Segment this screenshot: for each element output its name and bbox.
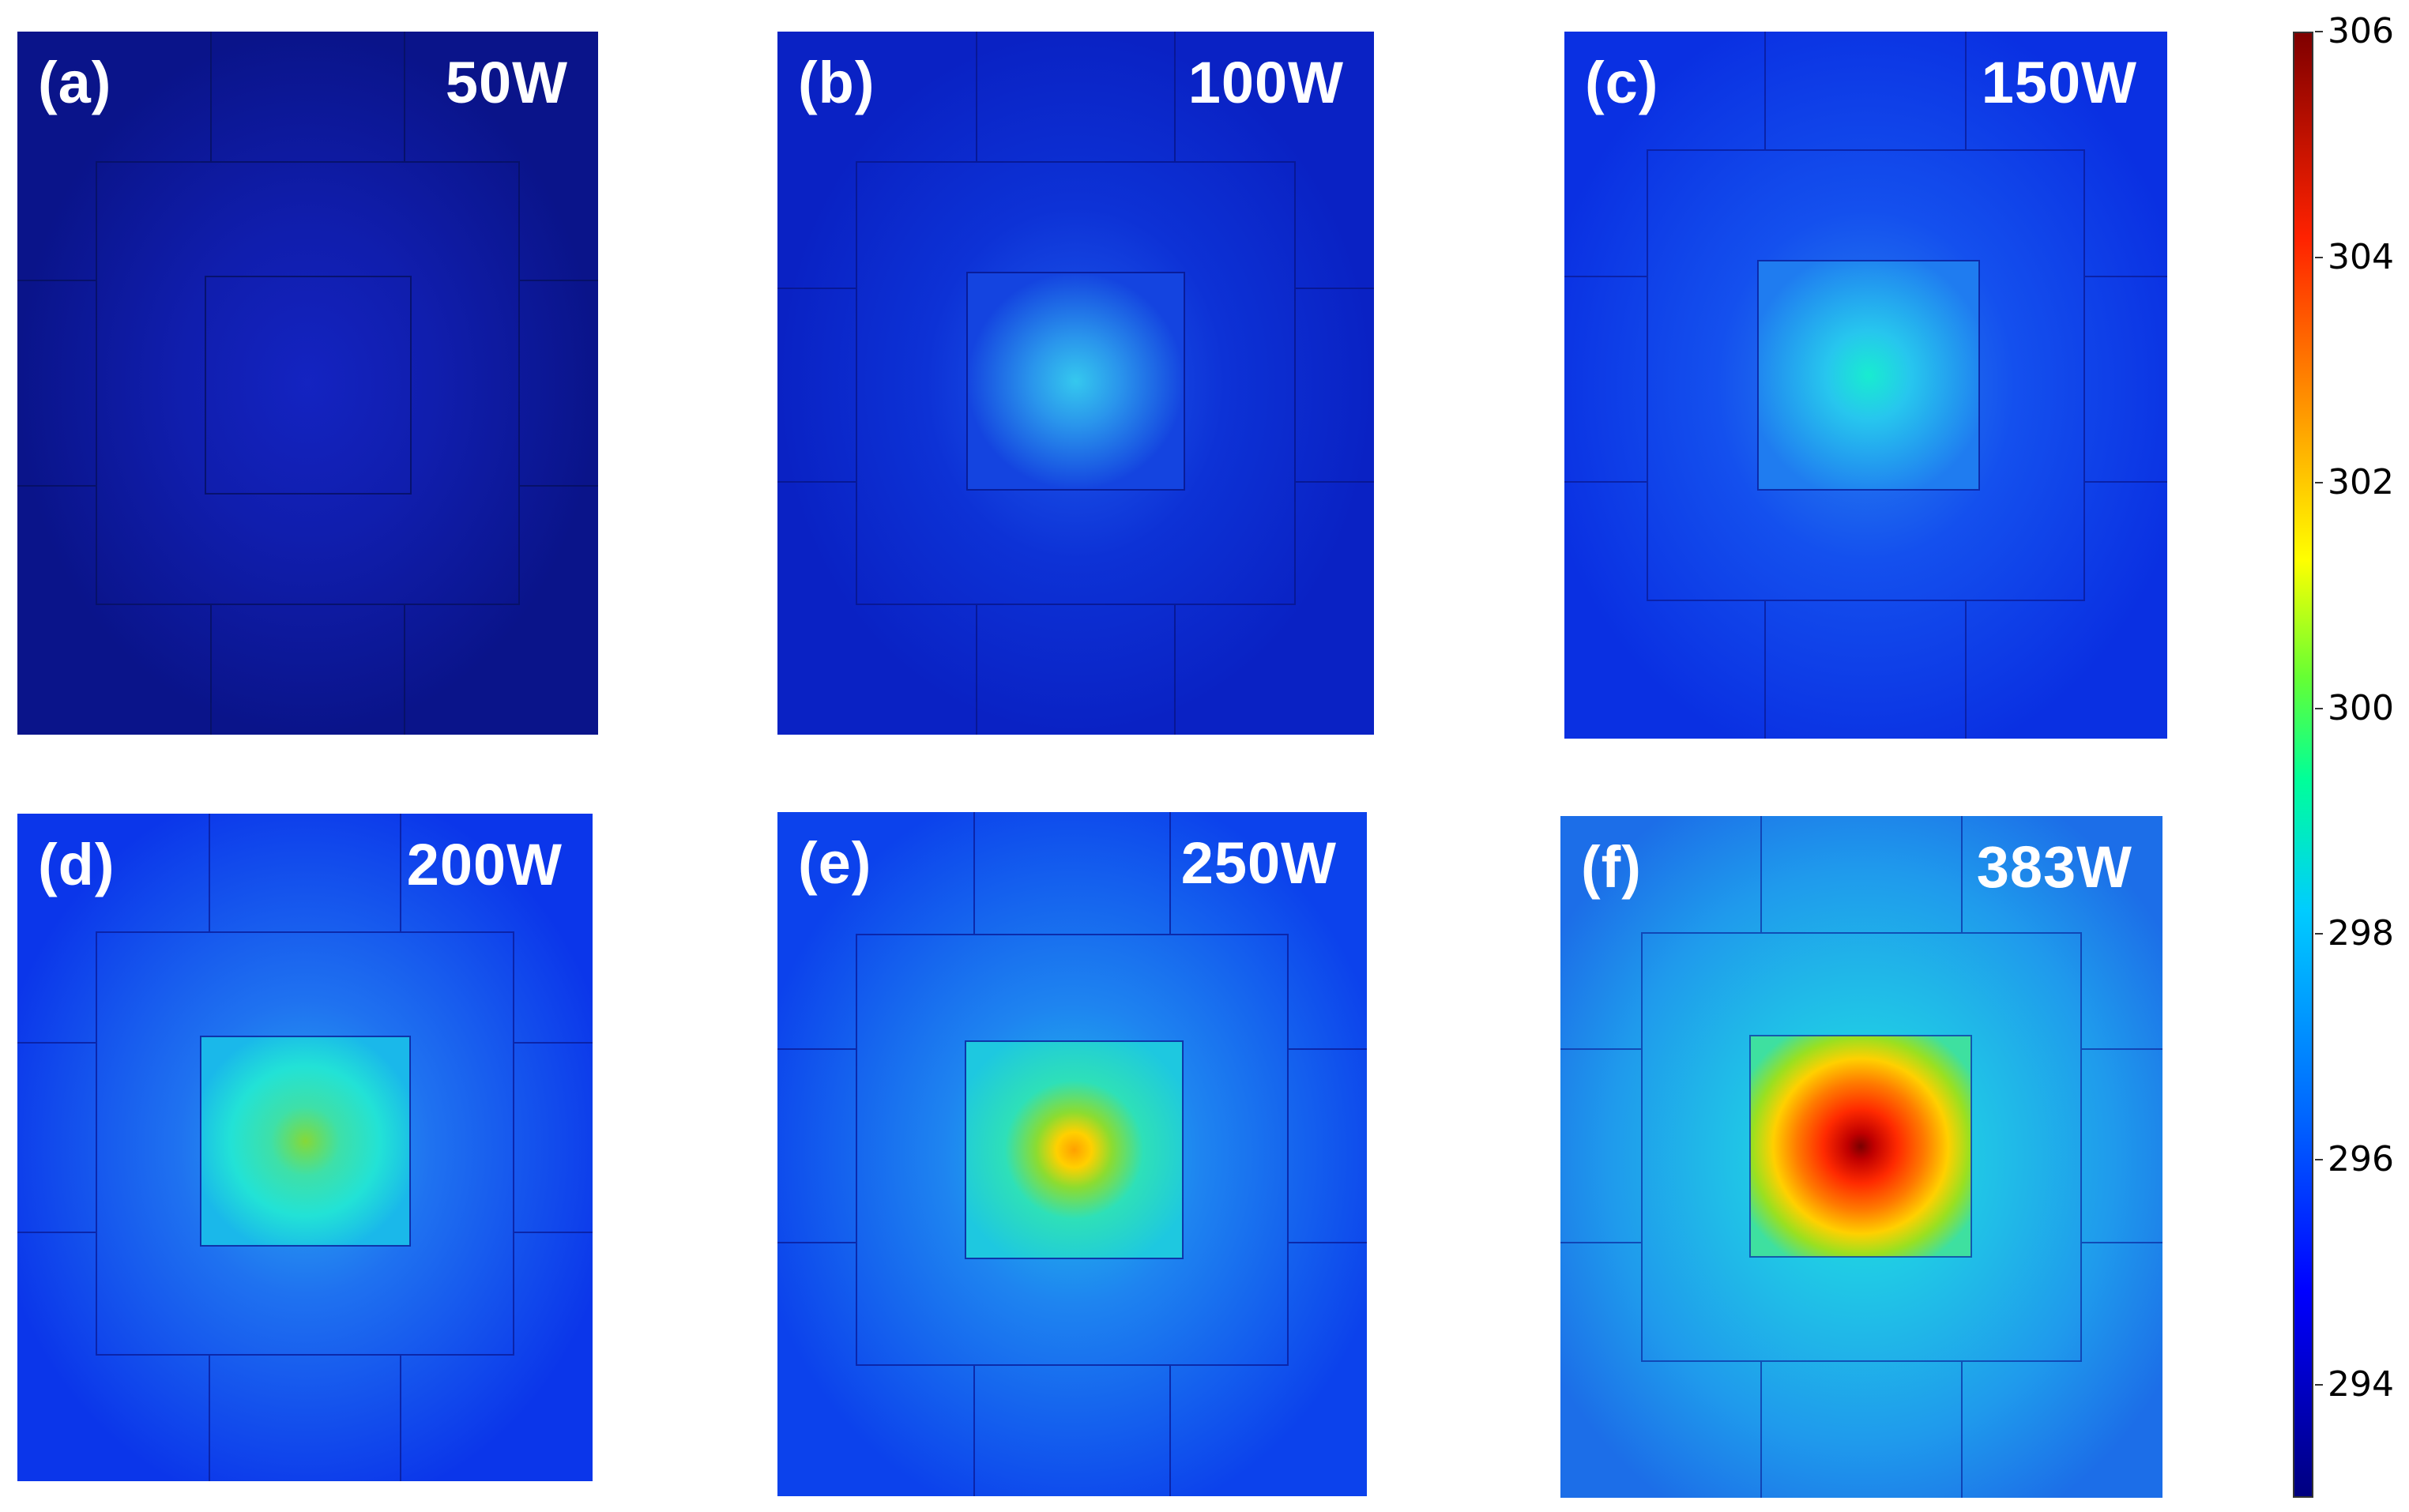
temperature-field-f: [1560, 816, 2162, 1498]
power-label: 150W: [1981, 50, 2137, 115]
colorbar-tick-mark: [2315, 1158, 2323, 1160]
colorbar-tick-label: 306: [2328, 11, 2394, 51]
temperature-colorbar: [2293, 32, 2313, 1498]
colorbar-tick-label: 302: [2328, 462, 2394, 503]
panel-b-100w: (b) 100W: [777, 32, 1374, 735]
colorbar-tick-mark: [2315, 256, 2323, 258]
power-label: 383W: [1976, 834, 2132, 900]
panel-e-250w: (e) 250W: [777, 812, 1367, 1496]
colorbar-tick-label: 294: [2328, 1364, 2394, 1405]
panel-f-383w: (f) 383W: [1560, 816, 2162, 1498]
colorbar-tick-label: 296: [2328, 1138, 2394, 1179]
colorbar-tick-mark: [2315, 31, 2323, 32]
temperature-field-c: [1564, 32, 2167, 739]
power-label: 200W: [406, 832, 563, 897]
colorbar-tick-label: 298: [2328, 913, 2394, 954]
colorbar-tick-label: 304: [2328, 236, 2394, 277]
power-label: 250W: [1180, 830, 1337, 896]
panel-tag: (b): [798, 50, 875, 115]
temperature-field-d: [17, 814, 593, 1481]
power-label: 100W: [1188, 50, 1344, 115]
panel-tag: (f): [1581, 834, 1642, 900]
panel-tag: (a): [38, 50, 112, 115]
panel-tag: (d): [38, 832, 115, 897]
panel-tag: (e): [798, 830, 872, 896]
power-label: 50W: [445, 50, 568, 115]
panel-c-150w: (c) 150W: [1564, 32, 2167, 739]
colorbar-tick-mark: [2315, 1384, 2323, 1386]
temperature-field-a: [17, 32, 598, 735]
panel-tag: (c): [1585, 50, 1659, 115]
colorbar-tick-mark: [2315, 707, 2323, 709]
panel-d-200w: (d) 200W: [17, 814, 593, 1481]
colorbar-tick-mark: [2315, 482, 2323, 484]
temperature-field-e: [777, 812, 1367, 1496]
temperature-field-b: [777, 32, 1374, 735]
colorbar-tick-label: 300: [2328, 687, 2394, 728]
panel-a-50w: (a) 50W: [17, 32, 598, 735]
colorbar-tick-mark: [2315, 933, 2323, 935]
